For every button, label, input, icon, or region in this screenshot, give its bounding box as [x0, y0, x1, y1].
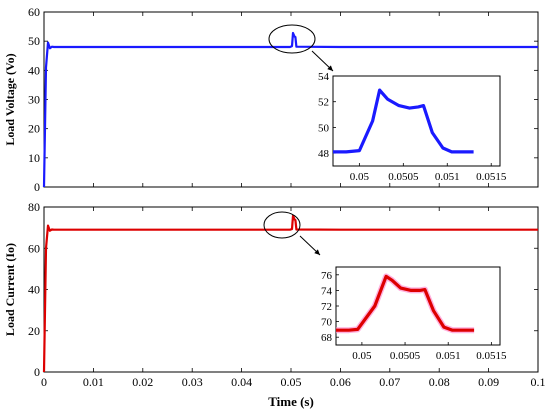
inset-y-tick-label: 50 [318, 122, 330, 134]
x-tick-label: 0.02 [132, 375, 153, 389]
zoom-arrow-head [314, 249, 320, 255]
x-tick-label: 0 [41, 375, 47, 389]
inset-x-tick-label: 0.05 [350, 171, 370, 183]
inset-y-tick-label: 52 [318, 97, 329, 109]
y-tick-label: 0 [34, 365, 40, 379]
y-tick-label: 30 [28, 93, 40, 107]
inset-x-tick-label: 0.05 [352, 350, 372, 362]
inset-x-tick-label: 0.0505 [388, 171, 419, 183]
x-tick-label: 0.06 [330, 375, 351, 389]
inset-x-tick-label: 0.0515 [476, 171, 507, 183]
x-tick-label: 0.03 [182, 375, 203, 389]
x-tick-label: 0.04 [231, 375, 252, 389]
zoom-highlight-ellipse [263, 211, 301, 239]
x-axis-label: Time (s) [268, 394, 314, 409]
series-line-top [42, 31, 538, 188]
x-tick-label: 0.1 [531, 375, 546, 389]
x-tick-label: 0.09 [478, 375, 499, 389]
x-tick-label: 0.07 [379, 375, 400, 389]
y-tick-label: 60 [28, 5, 40, 19]
inset-y-tick-label: 48 [318, 148, 330, 160]
inset-y-tick-label: 72 [321, 301, 332, 313]
inset-x-tick-label: 0.0505 [390, 350, 421, 362]
x-tick-label: 0.08 [429, 375, 450, 389]
inset-y-tick-label: 54 [318, 71, 330, 83]
y-tick-label: 40 [28, 283, 40, 297]
inset-x-tick-label: 0.0515 [476, 350, 507, 362]
y-axis-label: Load Current (Io) [3, 243, 17, 336]
inset-x-tick-label: 0.051 [436, 350, 461, 362]
inset-plot-area-bottom [335, 266, 501, 346]
y-tick-label: 20 [28, 122, 40, 136]
y-tick-label: 50 [28, 34, 40, 48]
y-tick-label: 40 [28, 63, 40, 77]
y-tick-label: 20 [28, 324, 40, 338]
y-tick-label: 0 [34, 180, 40, 194]
y-tick-label: 60 [28, 241, 40, 255]
inset-y-tick-label: 76 [321, 270, 333, 282]
y-tick-label: 10 [28, 151, 40, 165]
zoom-arrow-head [327, 65, 333, 71]
inset-series-line-top [333, 88, 474, 154]
zoom-highlight-ellipse [268, 24, 316, 54]
y-axis-label: Load Voltage (Vo) [3, 53, 17, 145]
y-tick-label: 80 [28, 200, 40, 214]
x-tick-label: 0.05 [281, 375, 302, 389]
inset-y-tick-label: 74 [321, 285, 333, 297]
x-tick-label: 0.01 [83, 375, 104, 389]
inset-y-tick-label: 70 [321, 317, 333, 329]
series-line-bottom [42, 214, 538, 373]
inset-x-tick-label: 0.051 [435, 171, 460, 183]
inset-y-tick-label: 68 [321, 332, 333, 344]
inset-plot-area-top [332, 75, 501, 167]
inset-series-line-bottom [336, 274, 475, 332]
